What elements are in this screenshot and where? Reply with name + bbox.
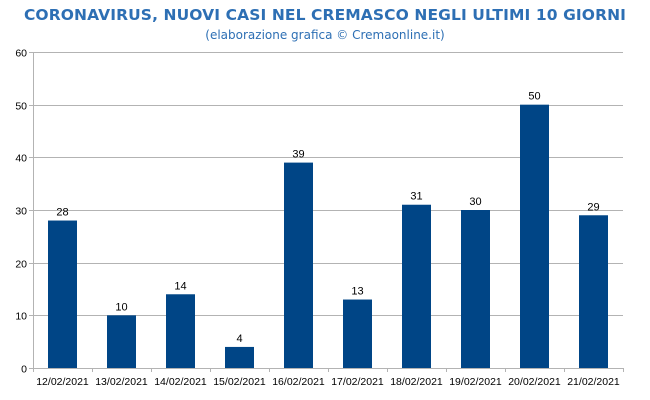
- bar-18/02/2021: [402, 204, 431, 368]
- y-tick-label-10: 10: [15, 311, 27, 323]
- x-tick-label-17/02/2021: 17/02/2021: [331, 376, 384, 388]
- x-tick-label-19/02/2021: 19/02/2021: [449, 376, 502, 388]
- x-tick-label-12/02/2021: 12/02/2021: [36, 376, 89, 388]
- data-label-18/02/2021: 31: [410, 191, 422, 203]
- bar-15/02/2021: [225, 346, 254, 368]
- data-label-20/02/2021: 50: [528, 91, 540, 103]
- x-tick-label-20/02/2021: 20/02/2021: [508, 376, 561, 388]
- x-tick-label-21/02/2021: 21/02/2021: [567, 376, 620, 388]
- data-label-17/02/2021: 13: [351, 286, 363, 298]
- x-tick-label-15/02/2021: 15/02/2021: [213, 376, 266, 388]
- bars: [48, 104, 608, 369]
- bar-21/02/2021: [579, 215, 608, 368]
- data-label-15/02/2021: 4: [236, 333, 242, 345]
- bar-13/02/2021: [107, 315, 136, 368]
- x-tick-label-16/02/2021: 16/02/2021: [272, 376, 325, 388]
- chart-title: CORONAVIRUS, NUOVI CASI NEL CREMASCO NEG…: [23, 6, 627, 24]
- bar-17/02/2021: [343, 299, 372, 368]
- axes: [29, 52, 624, 372]
- x-tick-label-13/02/2021: 13/02/2021: [95, 376, 148, 388]
- y-tick-label-20: 20: [15, 259, 27, 271]
- data-labels: 28 10 14 4 39 13 31 30 50 29: [56, 91, 599, 345]
- data-label-14/02/2021: 14: [174, 280, 186, 292]
- bar-12/02/2021: [48, 220, 77, 368]
- chart-subtitle: (elaborazione grafica © Cremaonline.it): [205, 28, 445, 42]
- data-label-19/02/2021: 30: [469, 196, 481, 208]
- data-label-21/02/2021: 29: [587, 201, 599, 213]
- y-tick-label-40: 40: [15, 153, 27, 165]
- y-tick-label-60: 60: [15, 48, 27, 60]
- x-tick-label-14/02/2021: 14/02/2021: [154, 376, 207, 388]
- bar-16/02/2021: [284, 162, 313, 368]
- data-label-16/02/2021: 39: [292, 149, 304, 161]
- y-tick-labels: 0 10 20 30 40 50 60: [15, 48, 27, 376]
- x-tick-label-18/02/2021: 18/02/2021: [390, 376, 443, 388]
- y-tick-label-30: 30: [15, 206, 27, 218]
- y-tick-label-0: 0: [21, 364, 27, 376]
- bar-14/02/2021: [166, 294, 195, 368]
- bar-20/02/2021: [520, 104, 549, 369]
- x-tick-labels: 12/02/2021 13/02/2021 14/02/2021 15/02/2021…: [36, 376, 620, 388]
- y-tick-label-50: 50: [15, 101, 27, 113]
- data-label-12/02/2021: 28: [56, 207, 68, 219]
- bar-19/02/2021: [461, 210, 490, 368]
- data-label-13/02/2021: 10: [115, 301, 127, 313]
